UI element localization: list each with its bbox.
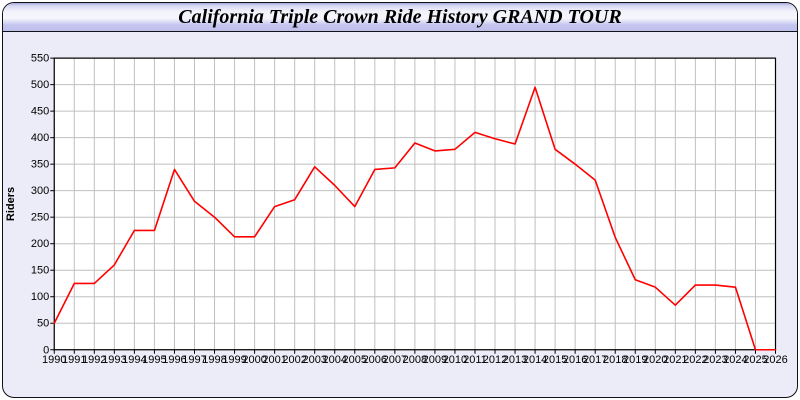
svg-text:100: 100	[31, 291, 49, 303]
svg-text:550: 550	[31, 53, 49, 65]
svg-text:50: 50	[37, 318, 49, 330]
svg-text:450: 450	[31, 106, 49, 118]
svg-text:350: 350	[31, 159, 49, 171]
svg-text:400: 400	[31, 132, 49, 144]
svg-text:Riders: Riders	[5, 187, 17, 221]
svg-text:150: 150	[31, 265, 49, 277]
svg-text:200: 200	[31, 238, 49, 250]
svg-text:2026: 2026	[763, 354, 787, 366]
svg-text:250: 250	[31, 212, 49, 224]
svg-text:300: 300	[31, 185, 49, 197]
svg-text:500: 500	[31, 79, 49, 91]
